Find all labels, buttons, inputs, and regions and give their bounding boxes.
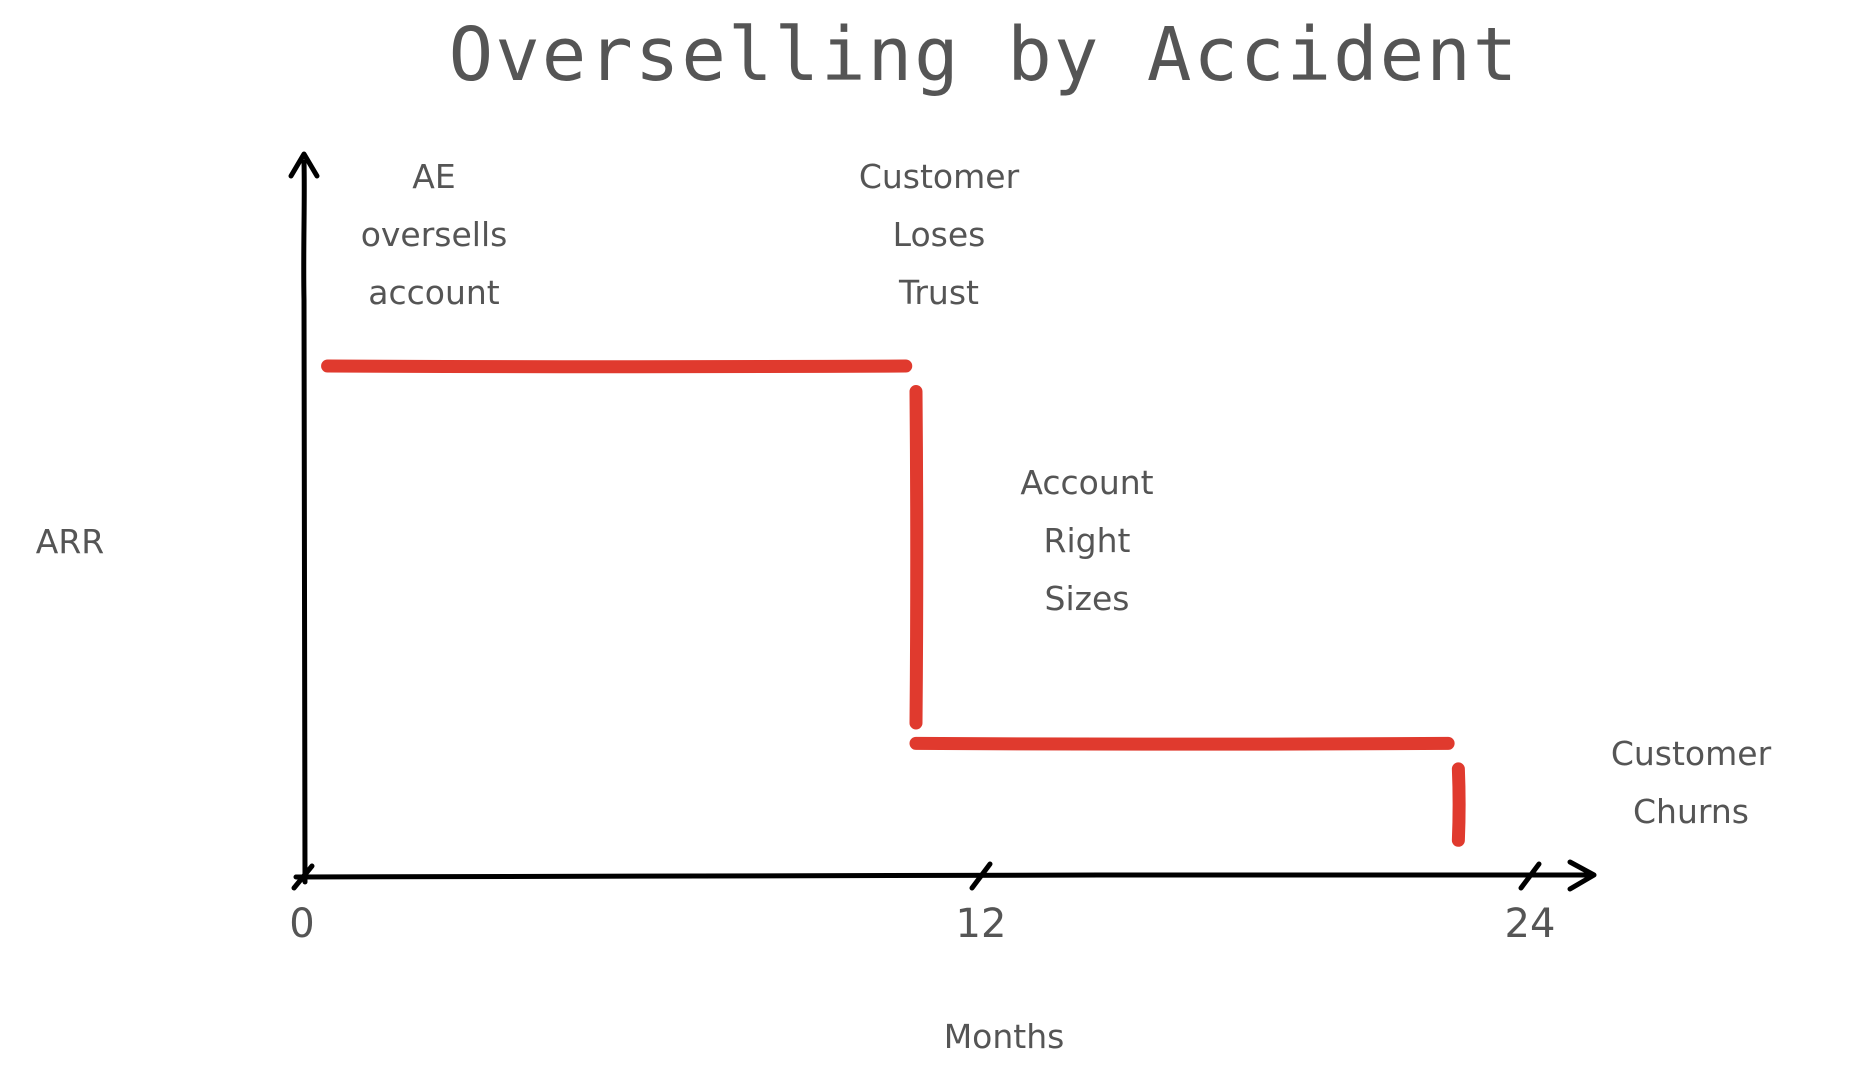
x-axis xyxy=(291,859,1597,892)
x-axis-label: Months xyxy=(944,1017,1065,1056)
annotation-line: Sizes xyxy=(1045,579,1130,618)
annotation-line: Account xyxy=(1020,463,1153,502)
y-axis-arrowhead xyxy=(288,151,320,179)
x-tick-mark xyxy=(969,861,993,891)
annotation-line: Right xyxy=(1044,521,1131,560)
step-segment-1 xyxy=(909,385,924,730)
annotation-customer-loses-trust: Customer Loses Trust xyxy=(859,157,1020,312)
step-series xyxy=(321,359,1466,847)
annotation-line: Churns xyxy=(1633,792,1749,831)
annotation-line: Customer xyxy=(1611,734,1772,773)
x-tick-label-0: 0 xyxy=(289,901,314,947)
annotation-line: Customer xyxy=(859,157,1020,196)
step-segment-2 xyxy=(909,736,1455,751)
annotation-line: oversells xyxy=(361,215,508,254)
y-axis xyxy=(288,151,320,885)
y-axis-line xyxy=(301,159,308,885)
annotation-account-right-sizes: Account Right Sizes xyxy=(1020,463,1153,618)
x-axis-arrowhead xyxy=(1567,859,1597,892)
x-tick-labels: 0 12 24 xyxy=(289,901,1555,947)
annotation-line: Trust xyxy=(898,273,979,312)
x-tick-label-12: 12 xyxy=(956,901,1007,947)
x-axis-line xyxy=(293,872,1591,880)
annotation-line: account xyxy=(368,273,500,312)
annotation-ae-oversells: AE oversells account xyxy=(361,157,508,312)
step-segment-3 xyxy=(1451,762,1466,847)
x-tick-label-24: 24 xyxy=(1505,901,1556,947)
step-segment-0 xyxy=(321,359,913,374)
x-tick-mark xyxy=(291,863,315,891)
annotation-line: AE xyxy=(412,157,455,196)
annotation-customer-churns: Customer Churns xyxy=(1611,734,1772,831)
chart-title: Overselling by Accident xyxy=(449,12,1520,98)
annotation-line: Loses xyxy=(893,215,986,254)
x-tick-mark xyxy=(1518,861,1542,891)
y-axis-label: ARR xyxy=(36,522,104,561)
